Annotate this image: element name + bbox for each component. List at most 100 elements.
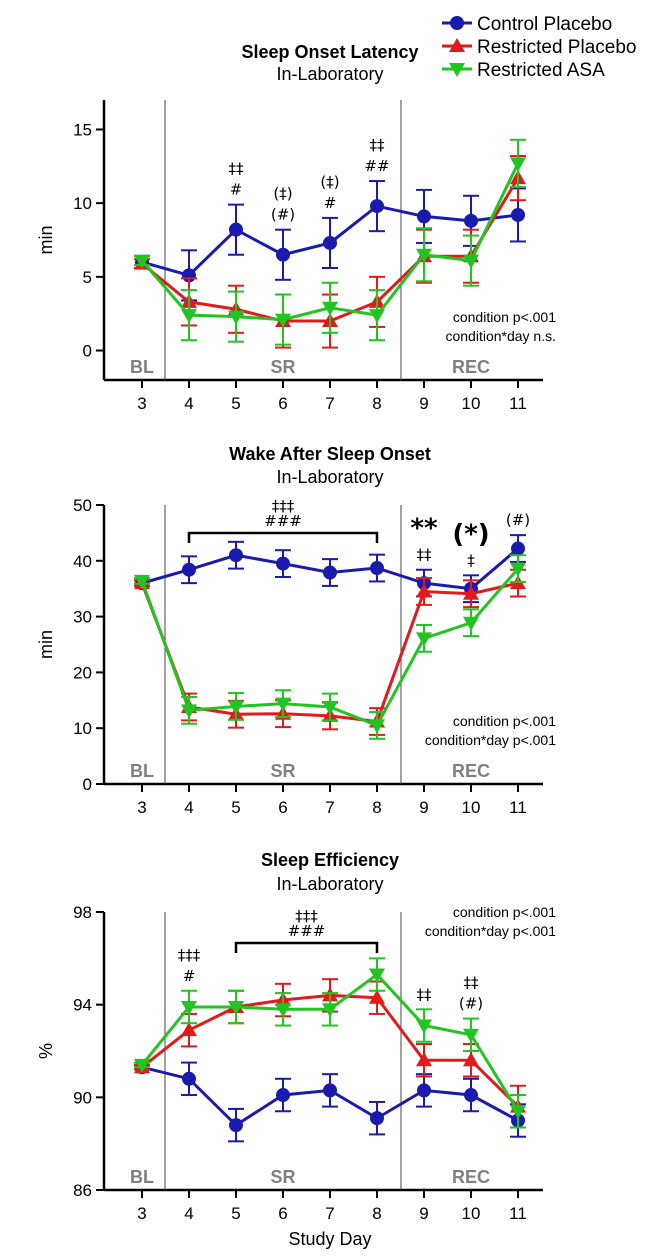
x-tick-label: 3 — [137, 394, 146, 413]
phase-label-bl: BL — [130, 1167, 154, 1187]
data-point — [276, 556, 290, 571]
significance-annotation: ‡ (*) — [452, 519, 489, 569]
bracket — [234, 941, 379, 953]
significance-text: # — [324, 194, 337, 212]
x-tick-label: 10 — [462, 1204, 481, 1223]
phase-label-sr: SR — [270, 1167, 295, 1187]
significance-text: (#) — [506, 511, 530, 529]
significance-text: (#) — [459, 995, 483, 1013]
y-tick-label: 10 — [73, 719, 92, 738]
data-point — [323, 235, 337, 250]
legend-label: Restricted ASA — [477, 60, 605, 81]
x-tick-label: 10 — [462, 798, 481, 817]
y-tick-label: 98 — [73, 903, 92, 922]
legend-marker — [449, 38, 465, 52]
significance-text: ‡‡ — [370, 136, 386, 154]
panel-title: Sleep Onset Latency — [241, 42, 418, 62]
x-tick-label: 9 — [419, 394, 428, 413]
significance-annotation: ‡‡‡### — [234, 907, 379, 953]
data-point — [510, 1105, 526, 1120]
stats-text: condition*day n.s. — [445, 328, 556, 344]
y-tick-label: 90 — [73, 1088, 92, 1107]
data-point — [463, 254, 479, 269]
phase-label-sr: SR — [270, 357, 295, 377]
panel-subtitle: In-Laboratory — [276, 874, 383, 894]
significance-big: ** — [410, 514, 438, 544]
significance-text: ## — [364, 157, 389, 175]
data-point — [370, 1111, 384, 1126]
legend-entry-restricted-placebo: Restricted Placebo — [442, 37, 636, 58]
significance-text: # — [230, 181, 243, 199]
data-point — [134, 574, 150, 589]
data-point — [416, 632, 432, 647]
significance-text: ### — [288, 922, 326, 940]
data-point — [134, 254, 150, 269]
significance-annotation: (#) — [506, 511, 530, 529]
x-tick-label: 6 — [278, 1204, 287, 1223]
data-point — [417, 1083, 431, 1098]
x-tick-label: 7 — [325, 1204, 334, 1223]
significance-annotation: ‡‡‡### — [187, 497, 379, 543]
panel-wake-after-sleep-onset: Wake After Sleep Onset In-Laboratory 0 10 20… — [36, 444, 556, 817]
significance-text: ‡ — [467, 551, 475, 569]
significance-text: ‡‡ — [417, 985, 433, 1003]
data-point — [276, 1088, 290, 1103]
data-point — [228, 1000, 244, 1015]
data-point — [181, 704, 197, 719]
data-point — [369, 309, 385, 324]
significance-text: ‡‡‡ — [272, 497, 295, 515]
x-tick-label: 5 — [231, 798, 240, 817]
data-point — [322, 301, 338, 316]
x-tick-label: 11 — [509, 394, 527, 413]
panel-subtitle: In-Laboratory — [276, 64, 383, 84]
data-point — [181, 309, 197, 324]
data-point — [181, 1022, 197, 1037]
significance-annotation: (‡) (#) — [271, 185, 295, 224]
data-point — [511, 207, 525, 222]
data-point — [416, 248, 432, 263]
significance-big: (*) — [452, 519, 489, 549]
data-point — [463, 1052, 479, 1067]
x-tick-label: 4 — [184, 798, 193, 817]
x-tick-label: 10 — [462, 394, 481, 413]
significance-text: ### — [264, 512, 302, 530]
data-point — [369, 719, 385, 734]
data-point — [322, 1003, 338, 1018]
stats-text: condition p<.001 — [453, 904, 556, 920]
data-point — [416, 1019, 432, 1034]
data-point — [510, 157, 526, 172]
x-tick-label: 11 — [509, 1204, 527, 1223]
data-point — [276, 247, 290, 262]
significance-annotation: ‡‡ ** — [410, 514, 438, 564]
data-point — [322, 700, 338, 715]
data-point — [228, 310, 244, 325]
data-point — [463, 1028, 479, 1043]
data-point — [416, 583, 432, 598]
x-tick-label: 7 — [325, 394, 334, 413]
significance-text: ‡‡ — [229, 160, 245, 178]
x-tick-label: 9 — [419, 798, 428, 817]
x-tick-label: 8 — [372, 798, 381, 817]
data-point — [182, 562, 196, 577]
x-tick-label: 7 — [325, 798, 334, 817]
significance-text: # — [183, 967, 196, 985]
series-restricted-asa — [134, 554, 526, 740]
stats-text: condition p<.001 — [453, 713, 556, 729]
significance-annotation: ‡‡ (#) — [459, 974, 483, 1013]
significance-text: (‡) — [273, 185, 292, 203]
phase-label-sr: SR — [270, 761, 295, 781]
panel-title: Wake After Sleep Onset — [229, 444, 431, 464]
series-restricted-asa — [134, 138, 526, 346]
data-point — [510, 562, 526, 577]
phase-label-rec: REC — [452, 761, 490, 781]
phase-label-bl: BL — [130, 357, 154, 377]
significance-text: ‡‡ — [417, 546, 433, 564]
phase-label-rec: REC — [452, 357, 490, 377]
significance-annotation: ‡‡ ## — [364, 136, 389, 175]
x-axis-label: Study Day — [288, 1229, 371, 1249]
significance-text: ‡‡‡ — [295, 907, 318, 925]
